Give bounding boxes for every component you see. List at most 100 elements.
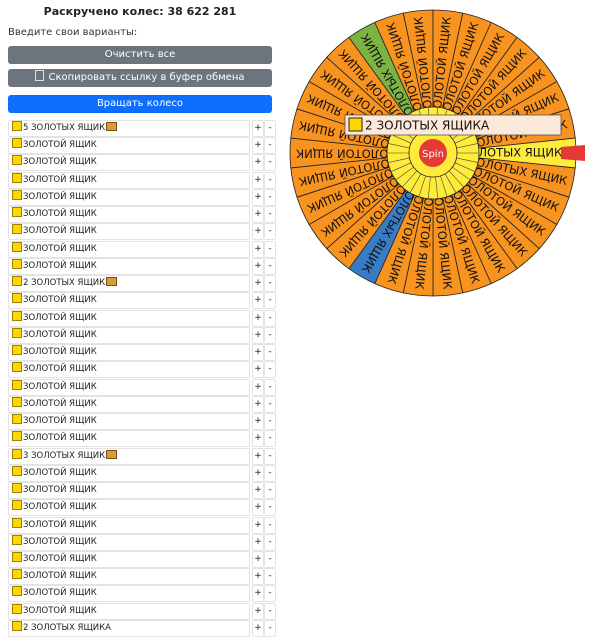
item-input[interactable]: ЗОЛОТОЙ ЯЩИК [8,361,250,379]
minus-button[interactable]: - [264,395,276,413]
clear-button[interactable]: Очистить все [8,46,272,64]
item-input[interactable]: ЗОЛОТОЙ ЯЩИК [8,499,250,517]
minus-button[interactable]: - [264,413,276,431]
minus-button[interactable]: - [264,447,276,465]
item-input[interactable]: ЗОЛОТОЙ ЯЩИК [8,257,250,275]
item-input[interactable]: ЗОЛОТОЙ ЯЩИК [8,326,250,344]
plus-button[interactable]: + [252,447,264,465]
item-input[interactable]: ЗОЛОТОЙ ЯЩИК [8,223,250,241]
item-row: 2 ЗОЛОТЫХ ЯЩИКА + - [8,619,276,637]
item-input[interactable]: ЗОЛОТОЙ ЯЩИК [8,395,250,413]
minus-button[interactable]: - [264,585,276,603]
minus-button[interactable]: - [264,154,276,172]
plus-button[interactable]: + [252,206,264,224]
minus-button[interactable]: - [264,551,276,568]
copy-button[interactable]: Скопировать ссылку в буфер обмена [8,69,272,87]
plus-button[interactable]: + [252,464,264,482]
plus-button[interactable]: + [252,430,264,448]
minus-button[interactable]: - [264,120,276,137]
plus-button[interactable]: + [252,257,264,275]
minus-button[interactable]: - [264,361,276,379]
plus-button[interactable]: + [252,602,264,620]
item-input[interactable]: ЗОЛОТОЙ ЯЩИК [8,292,250,310]
plus-button[interactable]: + [252,275,264,293]
plus-button[interactable]: + [252,568,264,586]
item-input[interactable]: ЗОЛОТОЙ ЯЩИК [8,188,250,206]
minus-button[interactable]: - [264,275,276,293]
item-input[interactable]: ЗОЛОТОЙ ЯЩИК [8,516,250,534]
item-input[interactable]: 2 ЗОЛОТЫХ ЯЩИК [8,275,250,293]
center-button[interactable] [417,137,449,169]
item-input[interactable]: ЗОЛОТОЙ ЯЩИК [8,464,250,482]
item-input[interactable]: ЗОЛОТОЙ ЯЩИК [8,568,250,586]
item-input[interactable]: ЗОЛОТОЙ ЯЩИК [8,430,250,448]
item-input[interactable]: ЗОЛОТОЙ ЯЩИК [8,585,250,603]
minus-button[interactable]: - [264,533,276,551]
minus-button[interactable]: - [264,430,276,448]
minus-button[interactable]: - [264,171,276,189]
plus-button[interactable]: + [252,137,264,155]
minus-button[interactable]: - [264,378,276,396]
item-input[interactable]: ЗОЛОТОЙ ЯЩИК [8,378,250,396]
item-input[interactable]: 5 ЗОЛОТЫХ ЯЩИК [8,120,250,137]
prompt: Введите свои варианты: [8,27,138,38]
item-input[interactable]: ЗОЛОТОЙ ЯЩИК [8,551,250,568]
minus-button[interactable]: - [264,292,276,310]
item-input[interactable]: ЗОЛОТОЙ ЯЩИК [8,482,250,500]
item-input[interactable]: ЗОЛОТОЙ ЯЩИК [8,171,250,189]
plus-button[interactable]: + [252,188,264,206]
minus-button[interactable]: - [264,309,276,327]
plus-button[interactable]: + [252,499,264,517]
item-input[interactable]: ЗОЛОТОЙ ЯЩИК [8,206,250,224]
minus-button[interactable]: - [264,257,276,275]
spin-button[interactable]: Вращать колесо [8,95,272,113]
item-input[interactable]: ЗОЛОТОЙ ЯЩИК [8,413,250,431]
minus-button[interactable]: - [264,464,276,482]
minus-button[interactable]: - [264,619,276,637]
minus-button[interactable]: - [264,516,276,534]
minus-button[interactable]: - [264,240,276,258]
item-input[interactable]: ЗОЛОТОЙ ЯЩИК [8,240,250,258]
minus-button[interactable]: - [264,188,276,206]
item-input[interactable]: 3 ЗОЛОТЫХ ЯЩИК [8,447,250,465]
item-icon [12,258,22,269]
item-input[interactable]: ЗОЛОТОЙ ЯЩИК [8,344,250,362]
item-icon [12,448,22,459]
minus-button[interactable]: - [264,482,276,500]
item-input[interactable]: ЗОЛОТОЙ ЯЩИК [8,533,250,551]
minus-button[interactable]: - [264,223,276,241]
plus-button[interactable]: + [252,292,264,310]
plus-button[interactable]: + [252,395,264,413]
plus-button[interactable]: + [252,482,264,500]
plus-button[interactable]: + [252,361,264,379]
plus-button[interactable]: + [252,309,264,327]
minus-button[interactable]: - [264,344,276,362]
item-input[interactable]: ЗОЛОТОЙ ЯЩИК [8,154,250,172]
minus-button[interactable]: - [264,602,276,620]
minus-button[interactable]: - [264,326,276,344]
plus-button[interactable]: + [252,551,264,568]
minus-button[interactable]: - [264,499,276,517]
plus-button[interactable]: + [252,223,264,241]
plus-button[interactable]: + [252,171,264,189]
minus-button[interactable]: - [264,206,276,224]
plus-button[interactable]: + [252,120,264,137]
item-input[interactable]: ЗОЛОТОЙ ЯЩИК [8,602,250,620]
plus-button[interactable]: + [252,344,264,362]
item-input[interactable]: ЗОЛОТОЙ ЯЩИК [8,137,250,155]
plus-button[interactable]: + [252,619,264,637]
item-input[interactable]: 2 ЗОЛОТЫХ ЯЩИКА [8,619,250,637]
item-input[interactable]: ЗОЛОТОЙ ЯЩИК [8,309,250,327]
plus-button[interactable]: + [252,154,264,172]
plus-button[interactable]: + [252,378,264,396]
plus-button[interactable]: + [252,533,264,551]
plus-button[interactable]: + [252,585,264,603]
minus-button[interactable]: - [264,137,276,155]
plus-button[interactable]: + [252,326,264,344]
plus-button[interactable]: + [252,240,264,258]
plus-button[interactable]: + [252,516,264,534]
plus-button[interactable]: + [252,413,264,431]
minus-button[interactable]: - [264,568,276,586]
